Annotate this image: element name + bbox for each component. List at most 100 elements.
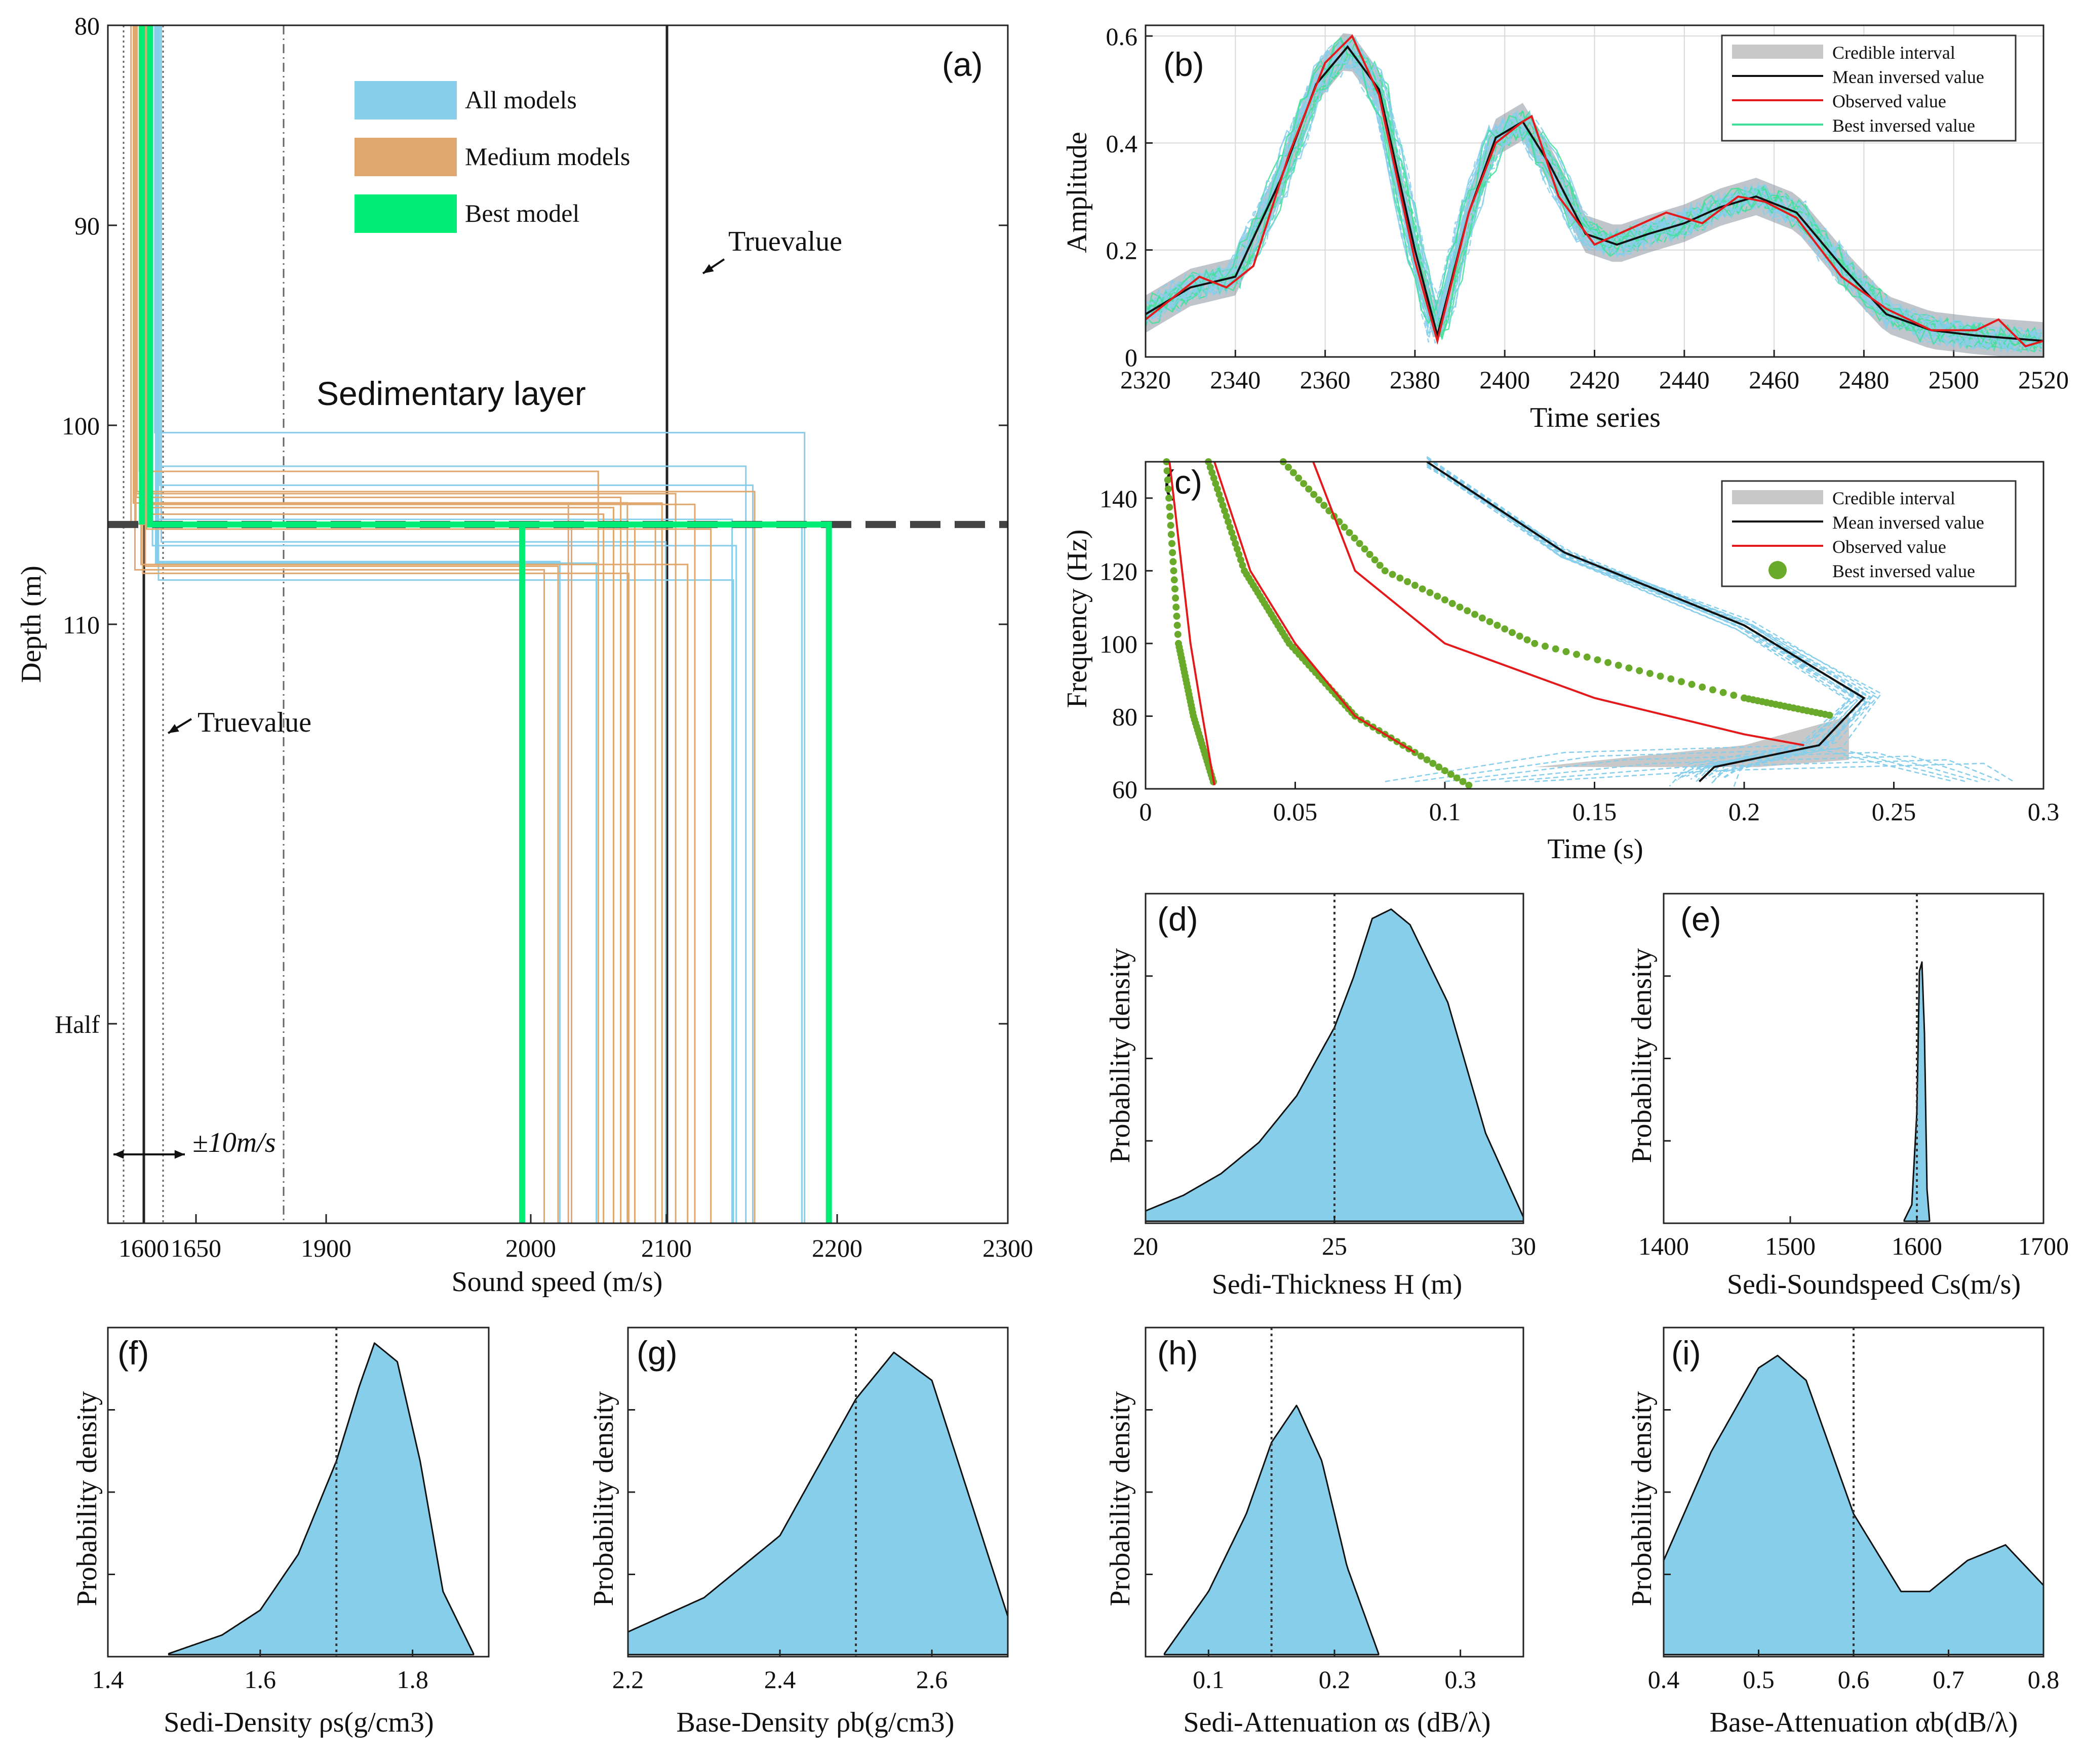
best-inversed-dots [1315, 496, 1323, 504]
medium-model-line [136, 25, 756, 1223]
best-inversed-dots [1165, 494, 1173, 502]
x-tick-label: 2360 [1300, 366, 1351, 394]
panel-a-legend: All models Medium models Best model [355, 81, 630, 233]
truevalue-sediment-arrow [167, 718, 192, 734]
best-inversed-dots [1471, 611, 1479, 618]
panel-d-ylabel: Probability density [1105, 948, 1136, 1164]
density-area [168, 1342, 475, 1656]
x-tick-label: 1600 [1892, 1232, 1942, 1260]
y-tick-label: 120 [1099, 557, 1137, 585]
best-inversed-dots [1163, 467, 1171, 474]
best-inversed-dots [1456, 604, 1464, 611]
sample-curve [1444, 751, 1978, 782]
y-tick-label: 110 [63, 611, 100, 639]
best-inversed-dots [1232, 540, 1239, 547]
truevalue-base-arrow [702, 258, 725, 274]
best-model-line [147, 25, 832, 1223]
best-inversed-dots [1604, 659, 1612, 666]
best-inversed-dots [1459, 778, 1467, 785]
y-tick-label: 90 [74, 212, 100, 240]
panel-e-ylabel: Probability density [1626, 948, 1658, 1164]
panel-b-axes-box [1145, 24, 2044, 358]
legend-label: Observed value [1832, 537, 1946, 557]
x-tick-label: 1400 [1638, 1232, 1689, 1260]
x-tick-label: 0.05 [1273, 797, 1318, 826]
all-model-line [154, 25, 598, 1223]
y-tick-label: 0.4 [1106, 129, 1138, 157]
x-tick-label: 1.4 [92, 1665, 124, 1694]
best-inversed-dots [1167, 522, 1174, 529]
best-inversed-dots [1356, 540, 1363, 547]
best-inversed-dots [1168, 540, 1176, 547]
best-inversed-dots [1237, 556, 1244, 564]
panel-h: (h) Sedi-Attenuation αs (dB/λ) Probabili… [1105, 1327, 1524, 1738]
panel-h-ylabel: Probability density [1105, 1391, 1136, 1607]
best-inversed-dots [1464, 607, 1471, 615]
legend-label: Mean inversed value [1832, 67, 1984, 87]
panel-a-xlabel: Sound speed (m/s) [452, 1266, 663, 1298]
y-tick-label: 0.2 [1106, 236, 1138, 265]
y-tick-label: 0.6 [1106, 22, 1138, 51]
panel-a-ylabel: Depth (m) [16, 566, 47, 683]
sample-curve [1474, 755, 1990, 782]
x-tick-label: 2500 [1929, 366, 1979, 394]
best-inversed-dots [1230, 534, 1237, 542]
x-tick-label: 0.4 [1648, 1665, 1680, 1694]
x-tick-label: 2.4 [764, 1665, 796, 1694]
best-inversed-dots [1501, 625, 1509, 633]
x-tick-label: 2100 [641, 1234, 692, 1262]
best-inversed-dots [1351, 534, 1358, 542]
panel-a-error-band-label: ±10m/s [192, 1127, 276, 1158]
panel-e-xlabel: Sedi-Soundspeed Cs(m/s) [1727, 1269, 2021, 1300]
best-inversed-dots [1447, 771, 1454, 778]
legend-swatch [1768, 561, 1787, 579]
x-tick-label: 0.3 [1444, 1665, 1476, 1694]
best-inversed-dots [1239, 562, 1246, 569]
x-tick-label: 1.6 [245, 1665, 277, 1694]
best-inversed-dots [1434, 592, 1441, 600]
best-inversed-dots [1411, 582, 1419, 589]
panel-d-xlabel: Sedi-Thickness H (m) [1212, 1269, 1463, 1300]
best-inversed-dots [1295, 474, 1303, 482]
error-band-arrow-head [174, 1150, 185, 1159]
panel-i-ylabel: Probability density [1626, 1391, 1658, 1607]
legend-swatch [1732, 490, 1823, 504]
legend-label: Best inversed value [1832, 561, 1975, 581]
panel-g-ylabel: Probability density [588, 1391, 619, 1607]
best-inversed-dots [1657, 672, 1664, 680]
y-tick-label: 80 [1112, 702, 1137, 731]
best-inversed-dots [1516, 632, 1523, 640]
sample-curve [1426, 463, 1855, 780]
best-inversed-dots [1217, 496, 1225, 504]
x-tick-label: 2400 [1479, 366, 1530, 394]
all-model-line [159, 25, 754, 1223]
best-inversed-dots [1381, 567, 1389, 575]
x-tick-label: 0.5 [1743, 1665, 1775, 1694]
all-model-line [158, 25, 734, 1223]
legend-label: Mean inversed value [1832, 512, 1984, 533]
best-inversed-dots [1441, 767, 1448, 775]
x-tick-label: 2420 [1569, 366, 1620, 394]
x-tick-label: 0.8 [2028, 1665, 2060, 1694]
best-inversed-dots [1173, 622, 1181, 629]
best-inversed-dots [1371, 556, 1379, 564]
medium-model-line [146, 25, 712, 1223]
best-inversed-dots [1235, 551, 1243, 558]
panel-a-label: (a) [942, 46, 983, 83]
best-inversed-dots [1453, 774, 1461, 782]
x-tick-label: 0.15 [1572, 797, 1617, 826]
error-band-arrow-head [113, 1150, 124, 1159]
best-inversed-dots [1486, 618, 1493, 625]
best-inversed-dots [1228, 529, 1236, 536]
x-tick-label: 0.7 [1933, 1665, 1964, 1694]
best-inversed-dots [1465, 781, 1473, 789]
x-tick-label: 2440 [1659, 366, 1710, 394]
panel-b-ylabel: Amplitude [1061, 132, 1093, 253]
x-tick-label: 1700 [2018, 1232, 2069, 1260]
best-inversed-dots [1429, 759, 1437, 767]
x-tick-label: 1600 [119, 1234, 169, 1262]
best-inversed-dots [1289, 469, 1297, 476]
panel-g-label: (g) [637, 1334, 678, 1372]
best-inversed-dots [1169, 549, 1176, 556]
x-tick-label: 2.2 [612, 1665, 644, 1694]
